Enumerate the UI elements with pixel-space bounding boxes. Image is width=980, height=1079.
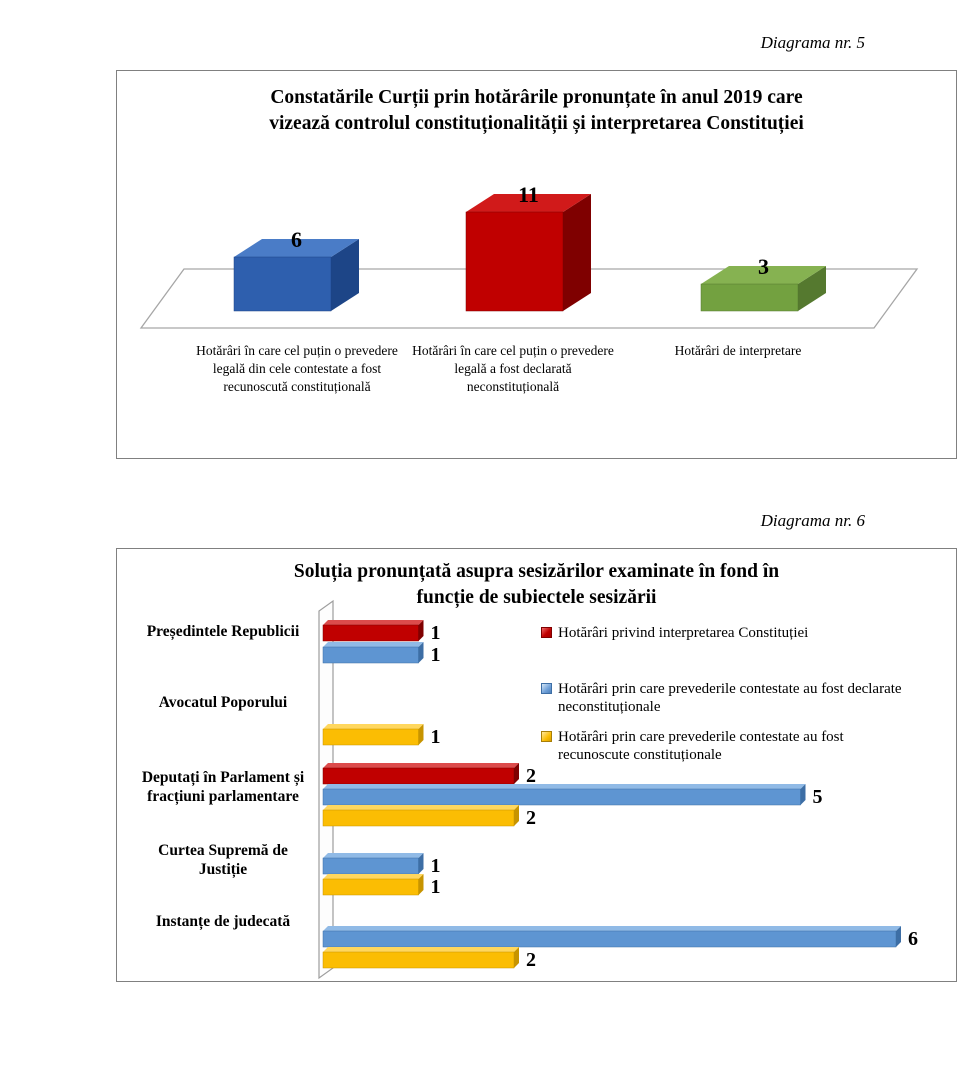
bar-front-face: [322, 788, 801, 806]
legend-item: Hotărâri privind interpretarea Constituț…: [541, 624, 909, 642]
bar-value-label: 11: [518, 182, 539, 207]
bar-value-label: 1: [431, 876, 441, 898]
legend-color-swatch-yellow-icon: [541, 731, 552, 742]
bar-value-label: 1: [431, 726, 441, 748]
chart2-category-label: Deputați în Parlament și fracțiuni parla…: [141, 769, 305, 805]
legend-item: Hotărâri prin care prevederile contestat…: [541, 728, 909, 764]
bar-front-face: [233, 256, 332, 312]
bar-front-face: [322, 809, 515, 827]
bar-front-face: [322, 624, 419, 642]
bar-front-face: [322, 767, 515, 785]
bar-front-face: [322, 857, 419, 875]
chart1-title: Constatările Curții prin hotărârile pron…: [269, 85, 804, 137]
bar-top-face: [701, 266, 826, 284]
bar-value-label: 2: [526, 765, 536, 787]
bar-value-label: 1: [431, 855, 441, 877]
chart2-category-label: Avocatul Poporului: [158, 694, 288, 711]
chart1-category-label: Hotărâri în care cel puțin o prevedere l…: [196, 343, 398, 394]
legend-label: Hotărâri privind interpretarea Constituț…: [558, 625, 809, 641]
bar-top-face: [323, 874, 424, 879]
figure-caption-diagrama-5: Diagrama nr. 5: [760, 33, 865, 52]
bar-end-face: [418, 874, 424, 895]
bar-top-face: [323, 805, 519, 810]
bar-top-face: [234, 239, 359, 257]
legend-label: Hotărâri prin care prevederile contestat…: [558, 729, 844, 763]
bar-end-face: [514, 805, 519, 826]
chart1-title-line1: Constatările Curții prin hotărârile pron…: [270, 87, 803, 108]
bar-value-label: 6: [908, 928, 918, 950]
bar-end-face: [514, 947, 519, 968]
chart2-category-label: Instanțe de judecată: [155, 913, 291, 930]
chart-panel-diagrama-5: 6 11 3 Constatările Curții prin hotărârile…: [116, 70, 957, 459]
bar-end-face: [418, 642, 424, 663]
legend-color-swatch-blue-icon: [541, 683, 552, 694]
bar-value-label: 5: [813, 786, 823, 808]
bar-top-face: [466, 194, 591, 212]
bar-value-label: 3: [758, 254, 769, 279]
bar-front-face: [322, 728, 419, 746]
bar-side-face: [331, 239, 359, 311]
chart1-category-label: Hotărâri de interpretare: [674, 343, 802, 358]
bar-value-label: 1: [431, 622, 441, 644]
legend-color-swatch-red-icon: [541, 627, 552, 638]
bar-value-label: 1: [431, 644, 441, 666]
bar-end-face: [896, 926, 901, 947]
bar-end-face: [418, 724, 424, 745]
bar-value-label: 2: [526, 949, 536, 971]
legend-label: Hotărâri prin care prevederile contestat…: [558, 681, 902, 715]
bar-front-face: [322, 930, 897, 948]
bar-value-label: 2: [526, 807, 536, 829]
bar-side-face: [563, 194, 591, 311]
chart2-title-line2: funcție de subiectele sesizării: [416, 587, 657, 608]
legend-item: Hotărâri prin care prevederile contestat…: [541, 680, 909, 716]
chart1-title-line2: vizează controlul constituționalității ș…: [269, 113, 804, 134]
chart2-title-line1: Soluția pronunțată asupra sesizărilor ex…: [293, 561, 780, 582]
bar-top-face: [323, 926, 901, 931]
bar-end-face: [800, 784, 806, 805]
chart1-canvas: 6 11 3: [139, 182, 919, 329]
bar-side-face: [798, 266, 826, 311]
bar-front-face: [322, 646, 419, 664]
figure-caption-diagrama-6: Diagrama nr. 6: [760, 511, 865, 530]
chart2-category-label: Președintele Republicii: [146, 623, 300, 640]
bar-top-face: [323, 853, 424, 858]
bar-top-face: [323, 620, 424, 625]
bar-end-face: [514, 763, 519, 784]
bar-top-face: [323, 784, 806, 789]
bar-value-label: 6: [291, 227, 302, 252]
chart2-title: Soluția pronunțată asupra sesizărilor ex…: [294, 559, 779, 611]
bar-front-face: [465, 211, 564, 312]
bar-top-face: [323, 763, 519, 768]
bar-end-face: [418, 853, 424, 874]
bar-front-face: [322, 878, 419, 896]
chart1-category-label: Hotărâri în care cel puțin o prevedere l…: [412, 343, 614, 394]
bar-end-face: [418, 620, 424, 641]
bar-top-face: [323, 947, 519, 952]
bar-front-face: [322, 951, 515, 969]
chart2-category-label: Curtea Supremă de Justiție: [158, 842, 288, 878]
bar-top-face: [323, 642, 424, 647]
bar-top-face: [323, 724, 424, 729]
bar-front-face: [700, 283, 799, 312]
